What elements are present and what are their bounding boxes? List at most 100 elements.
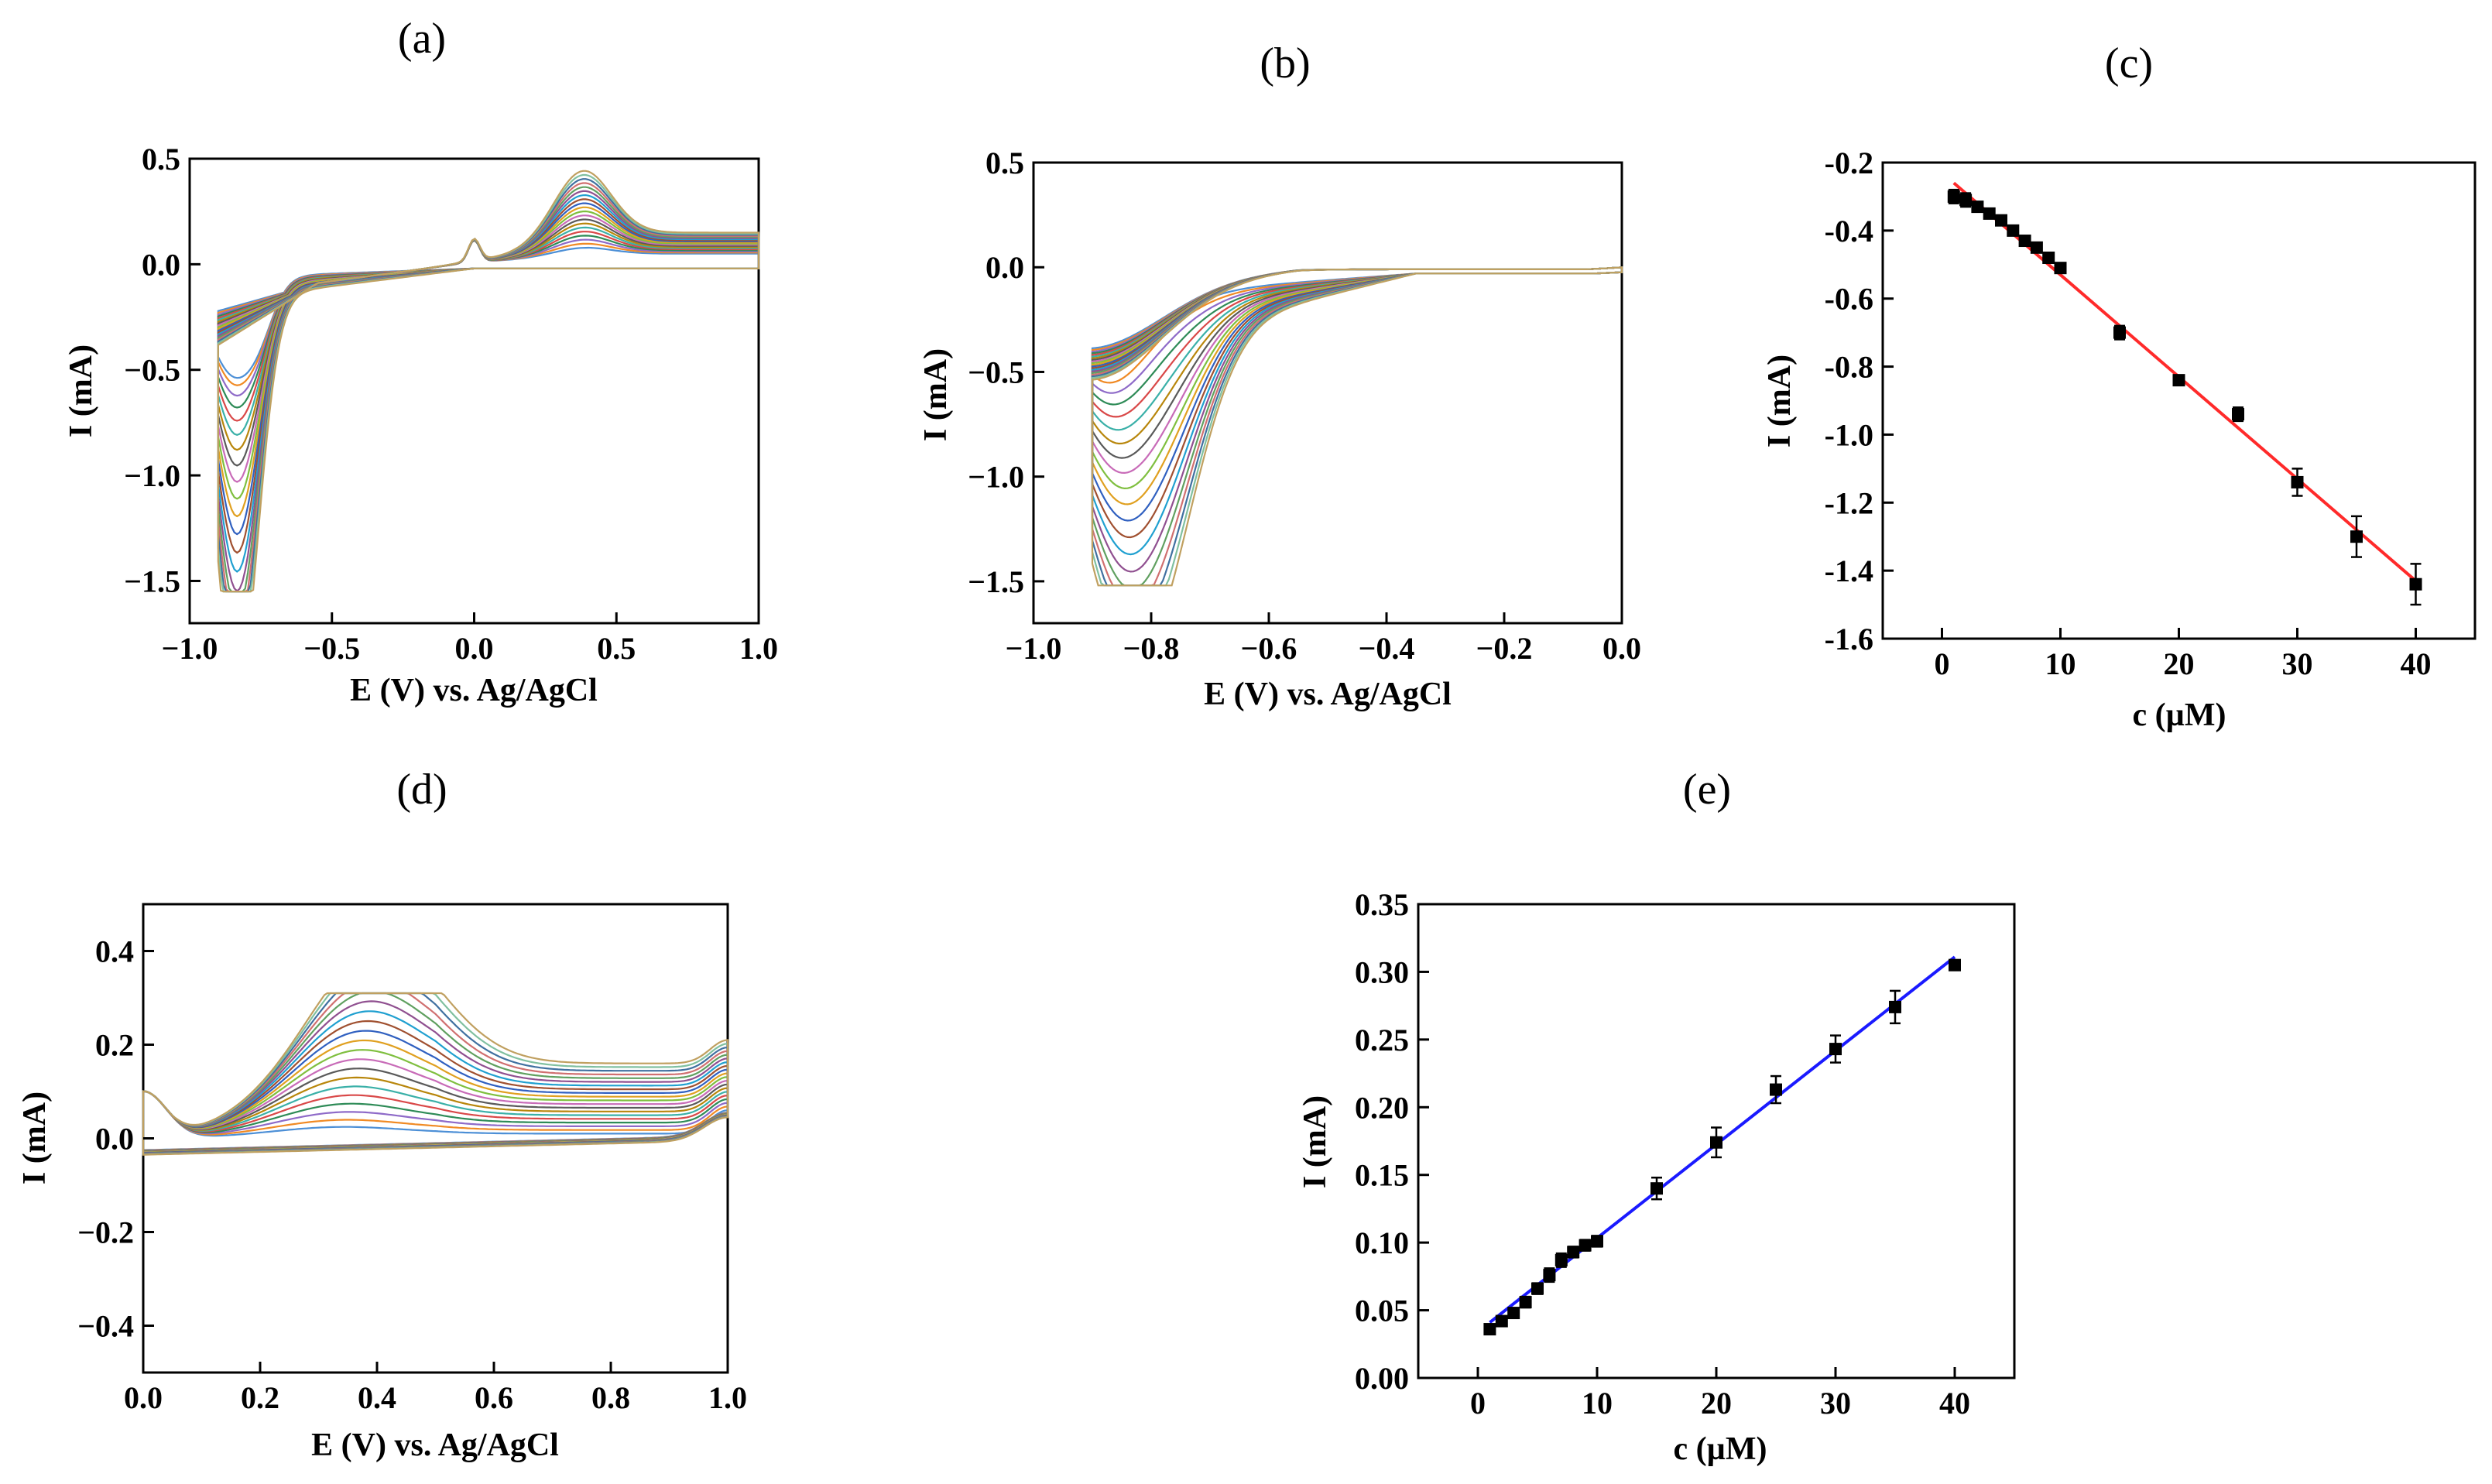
panel-e-point <box>1507 1307 1520 1320</box>
panel-b-ytick-label: −1.5 <box>968 564 1024 599</box>
panel-e-point <box>1650 1182 1663 1195</box>
panel-c-xtick-label: 30 <box>2282 646 2313 681</box>
panel-b-xtick-label: −0.4 <box>1359 631 1415 666</box>
panel-a-ytick-label: −1.5 <box>124 564 180 598</box>
panel-d-ytick-label: 0.2 <box>95 1028 134 1063</box>
panel-e-point <box>1591 1235 1603 1248</box>
panel-e-point <box>1555 1253 1568 1266</box>
panel-b-xtick-label: 0.0 <box>1602 631 1641 666</box>
panel-c-xlabel: c (µM) <box>2133 697 2226 733</box>
panel-e-ytick-label: 0.10 <box>1355 1225 1409 1260</box>
panel-c-point <box>1983 207 1996 220</box>
panel-c-point <box>2409 577 2422 591</box>
panel-d-ytick-label: 0.4 <box>95 934 134 969</box>
panel-d-ticks: 0.0 0.2 0.4 0.6 0.8 1.0 0.4 0.2 0.0 −0.2 −0.4 <box>77 934 747 1416</box>
panel-b-ytick-label: 0.0 <box>985 250 1024 285</box>
panel-e-point <box>1710 1136 1722 1149</box>
panel-c-xtick-label: 0 <box>1935 646 1950 681</box>
panel-b-series <box>1091 266 1623 506</box>
panel-e-ylabel: I (mA) <box>1297 1095 1333 1188</box>
panel-c-ylabel: I (mA) <box>1762 355 1798 447</box>
panel-b-xtick-label: −0.8 <box>1123 631 1180 666</box>
panel-b: (b) −1.0 −0.8 −0.6 −0.4 −0.2 0.00.50.0−0.5−1.… <box>918 39 1641 712</box>
panel-e-points <box>1483 958 1961 1336</box>
panel-d-curves <box>142 992 729 1156</box>
panel-a-ytick-label: 0.0 <box>142 247 180 282</box>
panel-a-ytick-label: −0.5 <box>124 353 180 388</box>
panel-c-ytick-label: -0.2 <box>1825 146 1873 180</box>
panel-d-xtick-label: 1.0 <box>708 1380 747 1415</box>
panel-e-point <box>1770 1083 1782 1096</box>
panel-e-ytick-label: 0.20 <box>1355 1090 1409 1125</box>
panel-a-ticks: −1.0 −0.5 0.0 0.5 1.0 0.5 0.0 −0.5 −1.0 −1.5 <box>124 142 778 666</box>
panel-a-curves <box>217 170 760 593</box>
panel-c-ytick-label: -1.6 <box>1825 622 1873 656</box>
panel-a-xtick-label: −0.5 <box>303 631 360 666</box>
panel-b-ylabel: I (mA) <box>918 348 954 441</box>
panel-e-ytick-label: 0.00 <box>1355 1361 1409 1396</box>
panel-a-xtick-label: 0.0 <box>455 631 494 666</box>
panel-c-point <box>2042 252 2055 264</box>
panel-b-label: (b) <box>1260 39 1310 87</box>
panel-b-series <box>1091 266 1623 418</box>
panel-e-ytick-label: 0.05 <box>1355 1294 1409 1328</box>
panel-b-series <box>1091 266 1623 587</box>
panel-c-ytick-label: -1.4 <box>1825 554 1873 588</box>
panel-e-ticks: 0 10 20 30 40 0.00 0.05 0.10 0.15 0.20 0.25 0.30 0.3… <box>1355 887 1970 1421</box>
panel-a-ylabel: I (mA) <box>63 344 99 437</box>
panel-b-series <box>1091 266 1623 475</box>
panel-e-ytick-label: 0.25 <box>1355 1023 1409 1057</box>
panel-c-point <box>1971 200 1984 214</box>
panel-e-point <box>1483 1323 1496 1336</box>
panel-e-xtick-label: 10 <box>1582 1386 1613 1421</box>
panel-c-xtick-label: 20 <box>2164 646 2195 681</box>
panel-c-point <box>2054 262 2067 275</box>
panel-a: (a) −1.0 −0.5 0.0 0.5 1.00.50.0−0.5−1.0−1.5 … <box>63 15 778 708</box>
panel-b-series <box>1091 266 1623 431</box>
panel-d: (d) 0.0 0.2 0.4 0.6 0.8 1.00.40.20.0−0.2−0.4 … <box>17 766 747 1463</box>
panel-e-point <box>1949 958 1961 972</box>
panel-e-ytick-label: 0.15 <box>1355 1158 1409 1193</box>
panel-a-ytick-label: 0.5 <box>142 142 180 177</box>
panel-a-xtick-label: 0.5 <box>597 631 636 666</box>
panel-c-xtick-label: 10 <box>2045 646 2076 681</box>
panel-c-points <box>1947 188 2422 606</box>
panel-d-xtick-label: 0.2 <box>241 1380 279 1415</box>
panel-e-xtick-label: 20 <box>1701 1386 1732 1421</box>
panel-e: (e) 0 10 20 30 40 0.00 0.05 0.10 0.15 0.20 0.25 0.3… <box>1297 766 2016 1467</box>
panel-c-frame <box>1881 161 2477 640</box>
panel-c-ytick-label: -1.2 <box>1825 485 1873 520</box>
panel-c-ytick-label: -0.8 <box>1825 350 1873 385</box>
panel-c-point <box>1959 194 1973 207</box>
panel-e-xtick-label: 0 <box>1470 1386 1486 1421</box>
panel-b-ytick-label: −0.5 <box>968 355 1024 389</box>
panel-e-ytick-label: 0.35 <box>1355 887 1409 922</box>
panel-e-ytick-label: 0.30 <box>1355 954 1409 989</box>
panel-b-frame <box>1032 161 1623 625</box>
panel-e-xtick-label: 40 <box>1939 1386 1970 1421</box>
panel-c-point <box>2018 235 2031 248</box>
panel-b-series <box>1091 266 1623 556</box>
panel-c-ticks: 0 10 20 30 40 -0.2 -0.4 -0.6 -0.8 -1.0 -1.2 -1.4 -1.… <box>1825 146 2432 681</box>
panel-b-xlabel: E (V) vs. Ag/AgCl <box>1204 677 1452 712</box>
panel-c-ytick-label: -0.4 <box>1825 214 1873 248</box>
panel-a-xtick-label: 1.0 <box>739 631 778 666</box>
panel-a-series <box>217 214 760 483</box>
panel-e-point <box>1543 1269 1556 1282</box>
panel-b-xtick-label: −0.2 <box>1476 631 1533 666</box>
panel-d-series <box>142 992 729 1156</box>
panel-a-xtick-label: −1.0 <box>162 631 218 666</box>
panel-a-frame <box>188 157 760 625</box>
panel-e-xlabel: c (µM) <box>1674 1431 1767 1467</box>
panel-c-xtick-label: 40 <box>2401 646 2432 681</box>
panel-a-series <box>217 239 760 379</box>
panel-b-curves <box>1091 266 1623 587</box>
panel-c-ytick-label: -0.6 <box>1825 282 1873 317</box>
panel-c-point <box>2030 241 2043 254</box>
panel-b-ticks: −1.0 −0.8 −0.6 −0.4 −0.2 0.0 0.5 0.0 −0.5 −1.0 −1.… <box>968 146 1641 666</box>
panel-e-point <box>1519 1296 1532 1309</box>
panel-c-label: (c) <box>2105 39 2153 87</box>
panel-a-series <box>217 239 760 386</box>
panel-b-ytick-label: −1.0 <box>968 460 1024 495</box>
panel-e-label: (e) <box>1683 766 1731 814</box>
